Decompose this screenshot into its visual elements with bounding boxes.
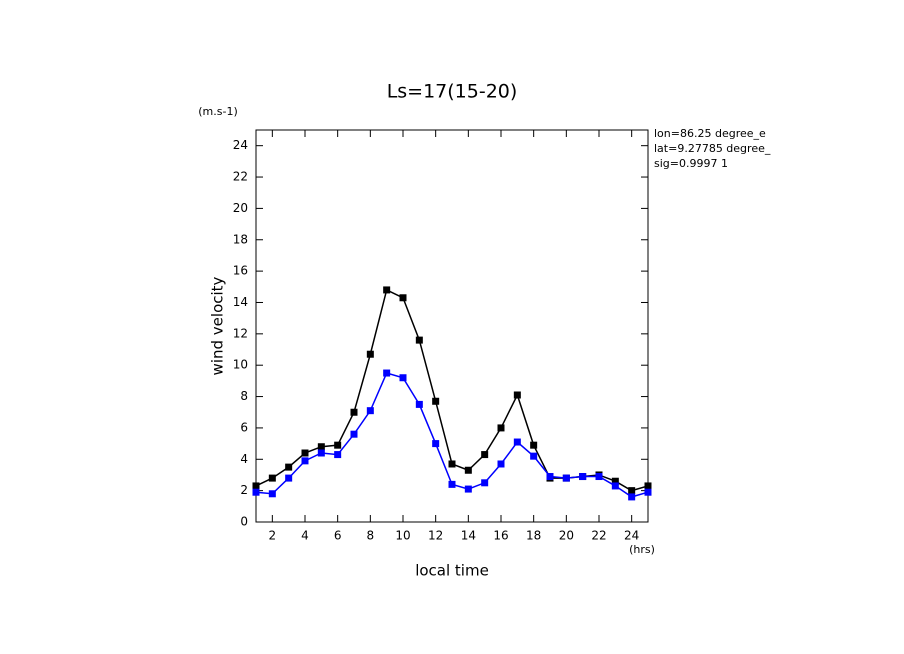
point-marker [317, 443, 325, 451]
x-tick-label: 18 [526, 529, 541, 543]
x-tick-label: 16 [493, 529, 508, 543]
annotation: lat=9.27785 degree_ [654, 142, 771, 155]
point-marker [366, 350, 374, 358]
chart-title: Ls=17(15-20) [387, 81, 518, 103]
series-line [255, 372, 649, 498]
y-tick-label: 18 [233, 232, 248, 246]
point-marker [464, 485, 472, 493]
point-marker [448, 480, 456, 488]
point-marker [252, 488, 260, 496]
y-tick-label: 12 [233, 326, 248, 340]
point-marker [383, 286, 391, 294]
point-marker [415, 400, 423, 408]
x-tick-label: 12 [428, 529, 443, 543]
point-marker [285, 463, 293, 471]
y-tick-label: 14 [233, 295, 248, 309]
point-marker [546, 473, 554, 481]
annotation: sig=0.9997 1 [654, 157, 728, 170]
point-marker [464, 466, 472, 474]
y-tick-label: 2 [240, 483, 248, 497]
point-marker [415, 336, 423, 344]
x-unit: (hrs) [629, 543, 655, 556]
point-marker [481, 479, 489, 487]
annotation: lon=86.25 degree_e [654, 127, 766, 140]
point-marker [383, 369, 391, 377]
x-tick-label: 4 [301, 529, 309, 543]
point-marker [644, 488, 652, 496]
point-marker [301, 449, 309, 457]
point-marker [481, 451, 489, 459]
point-marker [611, 482, 619, 490]
y-tick-label: 6 [240, 420, 248, 434]
y-tick-label: 20 [233, 201, 248, 215]
y-unit: (m.s-1) [198, 105, 238, 118]
point-marker [595, 473, 603, 481]
point-marker [497, 424, 505, 432]
y-tick-label: 0 [240, 515, 248, 529]
plot-frame [255, 129, 649, 523]
point-marker [285, 474, 293, 482]
y-axis-label: wind velocity [209, 276, 227, 375]
point-marker [497, 460, 505, 468]
point-marker [432, 397, 440, 405]
point-marker [432, 440, 440, 448]
point-marker [448, 460, 456, 468]
point-marker [301, 457, 309, 465]
point-marker [579, 473, 587, 481]
point-marker [644, 482, 652, 490]
point-marker [268, 474, 276, 482]
x-tick-label: 2 [269, 529, 277, 543]
point-marker [350, 430, 358, 438]
point-marker [562, 474, 570, 482]
point-marker [530, 441, 538, 449]
point-marker [530, 452, 538, 460]
x-tick-label: 24 [624, 529, 639, 543]
y-tick-label: 22 [233, 170, 248, 184]
point-marker [611, 477, 619, 485]
x-tick-label: 20 [559, 529, 574, 543]
x-tick-label: 8 [367, 529, 375, 543]
y-tick-label: 8 [240, 389, 248, 403]
x-tick-label: 22 [591, 529, 606, 543]
point-marker [399, 294, 407, 302]
annotations: lon=86.25 degree_e lat=9.27785 degree_ s… [654, 127, 771, 170]
point-marker [366, 407, 374, 415]
x-axis-label: local time [415, 562, 489, 580]
x-tick-label: 6 [334, 529, 342, 543]
y-tick-label: 10 [233, 358, 248, 372]
point-marker [399, 374, 407, 382]
point-marker [334, 441, 342, 449]
point-marker [513, 391, 521, 399]
y-tick-label: 4 [240, 452, 248, 466]
point-marker [268, 490, 276, 498]
point-marker [334, 451, 342, 459]
point-marker [628, 493, 636, 501]
y-tick-label: 16 [233, 264, 248, 278]
x-tick-label: 14 [461, 529, 476, 543]
point-marker [628, 487, 636, 495]
point-marker [350, 408, 358, 416]
y-tick-label: 24 [233, 138, 248, 152]
point-marker [513, 438, 521, 446]
x-tick-label: 10 [395, 529, 410, 543]
point-marker [317, 449, 325, 457]
point-marker [252, 482, 260, 490]
